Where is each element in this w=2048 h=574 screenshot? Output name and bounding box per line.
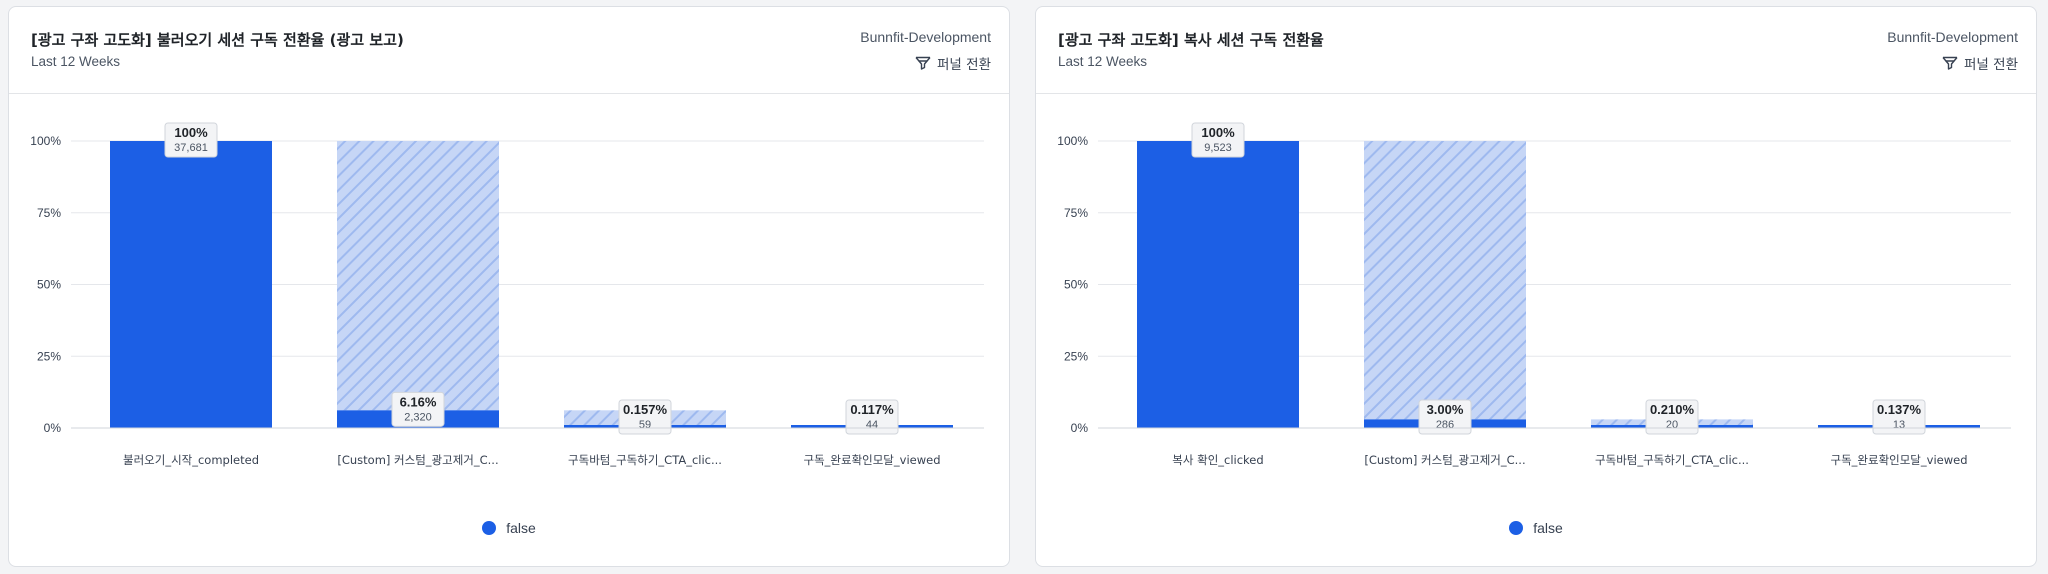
data-label: 6.16% 2,320 bbox=[391, 391, 445, 427]
count-label: 59 bbox=[639, 419, 651, 431]
conversion-bar[interactable] bbox=[110, 141, 272, 428]
data-label: 0.117% 44 bbox=[845, 399, 899, 435]
dropoff-bar[interactable] bbox=[337, 141, 499, 411]
count-label: 20 bbox=[1666, 419, 1678, 431]
x-tick-label: 구독바텀_구독하기_CTA_clic... bbox=[1595, 453, 1749, 467]
percent-label: 0.137% bbox=[1877, 402, 1922, 417]
conversion-bar[interactable] bbox=[1137, 141, 1299, 428]
data-label: 3.00% 286 bbox=[1418, 399, 1472, 435]
date-range-label: Last 12 Weeks bbox=[31, 54, 121, 69]
percent-label: 3.00% bbox=[1427, 402, 1464, 417]
x-tick-label: 복사 확인_clicked bbox=[1172, 453, 1263, 467]
funnel-icon bbox=[915, 56, 931, 70]
dropoff-bar[interactable] bbox=[1364, 141, 1526, 420]
percent-label: 0.157% bbox=[623, 402, 668, 417]
percent-label: 0.210% bbox=[1650, 402, 1695, 417]
x-tick-label: [Custom] 커스텀_광고제거_C... bbox=[1364, 453, 1525, 467]
project-name: Bunnfit-Development bbox=[1887, 29, 2018, 45]
legend-swatch[interactable] bbox=[482, 521, 497, 535]
count-label: 9,523 bbox=[1204, 142, 1232, 154]
data-label: 100% 37,681 bbox=[164, 122, 218, 158]
data-label: 100% 9,523 bbox=[1191, 122, 1245, 158]
y-tick-label: 100% bbox=[30, 134, 61, 148]
count-label: 13 bbox=[1893, 419, 1905, 431]
percent-label: 100% bbox=[174, 125, 208, 140]
percent-label: 0.117% bbox=[850, 402, 894, 417]
y-tick-label: 50% bbox=[1064, 278, 1088, 292]
legend-swatch[interactable] bbox=[1509, 521, 1524, 535]
chart-legend: false bbox=[9, 520, 1009, 536]
data-label: 0.157% 59 bbox=[618, 399, 672, 435]
y-tick-label: 75% bbox=[37, 206, 61, 220]
project-name: Bunnfit-Development bbox=[860, 29, 991, 45]
y-tick-label: 0% bbox=[44, 421, 62, 435]
funnel-conversion-label: 퍼널 전환 bbox=[937, 57, 991, 73]
funnel-icon bbox=[1942, 56, 1958, 70]
count-label: 37,681 bbox=[174, 142, 208, 154]
data-label: 0.210% 20 bbox=[1645, 399, 1699, 435]
x-tick-label: 불러오기_시작_completed bbox=[123, 453, 259, 467]
legend-label[interactable]: false bbox=[506, 520, 536, 536]
y-tick-label: 50% bbox=[37, 278, 61, 292]
y-tick-label: 25% bbox=[1064, 349, 1088, 363]
funnel-card-copy-session: [광고 구좌 고도화] 복사 세션 구독 전환율 Last 12 Weeks B… bbox=[1035, 6, 2037, 567]
chart-legend: false bbox=[1036, 520, 2036, 536]
y-tick-label: 0% bbox=[1071, 421, 1089, 435]
count-label: 44 bbox=[866, 419, 878, 431]
data-label: 0.137% 13 bbox=[1872, 399, 1926, 435]
funnel-chart: 0% 25% 50% 75% 100% 100% 37,681 불러오기_시작_complet… bbox=[30, 122, 984, 467]
y-tick-label: 75% bbox=[1064, 206, 1088, 220]
x-tick-label: 구독_완료확인모달_viewed bbox=[804, 453, 941, 467]
y-tick-label: 100% bbox=[1057, 134, 1088, 148]
x-tick-label: [Custom] 커스텀_광고제거_C... bbox=[337, 453, 498, 467]
percent-label: 100% bbox=[1201, 125, 1235, 140]
funnel-conversion-label: 퍼널 전환 bbox=[1964, 57, 2018, 73]
funnel-conversion-link[interactable]: 퍼널 전환 bbox=[915, 53, 991, 73]
card-title[interactable]: [광고 구좌 고도화] 복사 세션 구독 전환율 bbox=[1058, 31, 1324, 49]
count-label: 2,320 bbox=[404, 411, 432, 423]
percent-label: 6.16% bbox=[400, 394, 437, 409]
legend-label[interactable]: false bbox=[1533, 520, 1563, 536]
funnel-conversion-link[interactable]: 퍼널 전환 bbox=[1942, 53, 2018, 73]
card-header: [광고 구좌 고도화] 복사 세션 구독 전환율 Last 12 Weeks B… bbox=[1036, 7, 2036, 94]
card-title[interactable]: [광고 구좌 고도화] 불러오기 세션 구독 전환율 (광고 보고) bbox=[31, 31, 404, 49]
x-tick-label: 구독_완료확인모달_viewed bbox=[1831, 453, 1968, 467]
y-tick-label: 25% bbox=[37, 349, 61, 363]
funnel-card-load-session: [광고 구좌 고도화] 불러오기 세션 구독 전환율 (광고 보고) Last … bbox=[8, 6, 1010, 567]
card-header: [광고 구좌 고도화] 불러오기 세션 구독 전환율 (광고 보고) Last … bbox=[9, 7, 1009, 94]
count-label: 286 bbox=[1436, 419, 1454, 431]
x-tick-label: 구독바텀_구독하기_CTA_clic... bbox=[568, 453, 722, 467]
date-range-label: Last 12 Weeks bbox=[1058, 54, 1148, 69]
funnel-chart: 0% 25% 50% 75% 100% 100% 9,523 복사 확인_clicked 3.0… bbox=[1057, 122, 2011, 467]
